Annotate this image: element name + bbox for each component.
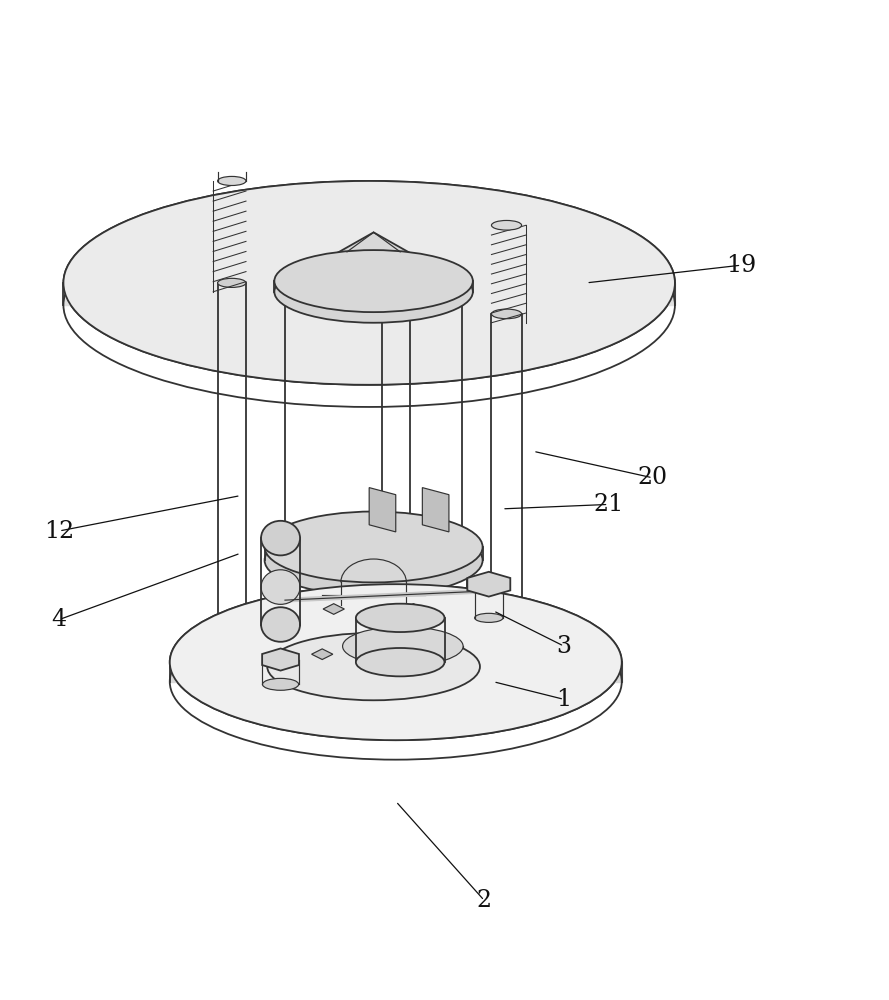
- Ellipse shape: [492, 680, 522, 689]
- Ellipse shape: [63, 181, 675, 385]
- Ellipse shape: [475, 613, 503, 622]
- Polygon shape: [369, 488, 396, 532]
- Ellipse shape: [492, 220, 522, 230]
- Ellipse shape: [218, 176, 246, 185]
- Polygon shape: [262, 648, 299, 671]
- Text: 20: 20: [637, 466, 668, 489]
- Text: 2: 2: [477, 889, 492, 912]
- Polygon shape: [468, 572, 510, 597]
- Ellipse shape: [285, 519, 462, 574]
- Ellipse shape: [218, 278, 246, 287]
- Ellipse shape: [265, 512, 483, 582]
- Ellipse shape: [218, 653, 246, 662]
- Text: 12: 12: [44, 520, 74, 543]
- Ellipse shape: [261, 607, 300, 642]
- Ellipse shape: [261, 521, 300, 555]
- Ellipse shape: [281, 628, 467, 688]
- Polygon shape: [422, 488, 449, 532]
- Polygon shape: [403, 604, 424, 614]
- Ellipse shape: [356, 648, 444, 676]
- Ellipse shape: [492, 309, 522, 319]
- Ellipse shape: [381, 669, 410, 678]
- Ellipse shape: [170, 584, 621, 740]
- Ellipse shape: [170, 584, 621, 740]
- Text: 1: 1: [557, 688, 572, 711]
- Ellipse shape: [285, 264, 462, 319]
- Polygon shape: [311, 649, 332, 660]
- Polygon shape: [292, 232, 455, 278]
- Ellipse shape: [261, 570, 300, 604]
- Ellipse shape: [265, 525, 483, 596]
- Ellipse shape: [275, 261, 473, 323]
- Ellipse shape: [342, 643, 463, 682]
- Polygon shape: [323, 604, 344, 614]
- Ellipse shape: [336, 645, 411, 670]
- Text: 21: 21: [593, 493, 623, 516]
- Ellipse shape: [63, 181, 675, 385]
- Ellipse shape: [336, 588, 411, 613]
- Ellipse shape: [268, 633, 480, 700]
- Ellipse shape: [356, 604, 444, 632]
- Text: 3: 3: [557, 635, 572, 658]
- Ellipse shape: [281, 530, 467, 590]
- Ellipse shape: [262, 678, 299, 690]
- Ellipse shape: [275, 250, 473, 312]
- Text: 19: 19: [726, 254, 757, 277]
- Ellipse shape: [342, 627, 463, 666]
- Text: 4: 4: [52, 608, 67, 631]
- Polygon shape: [414, 649, 436, 660]
